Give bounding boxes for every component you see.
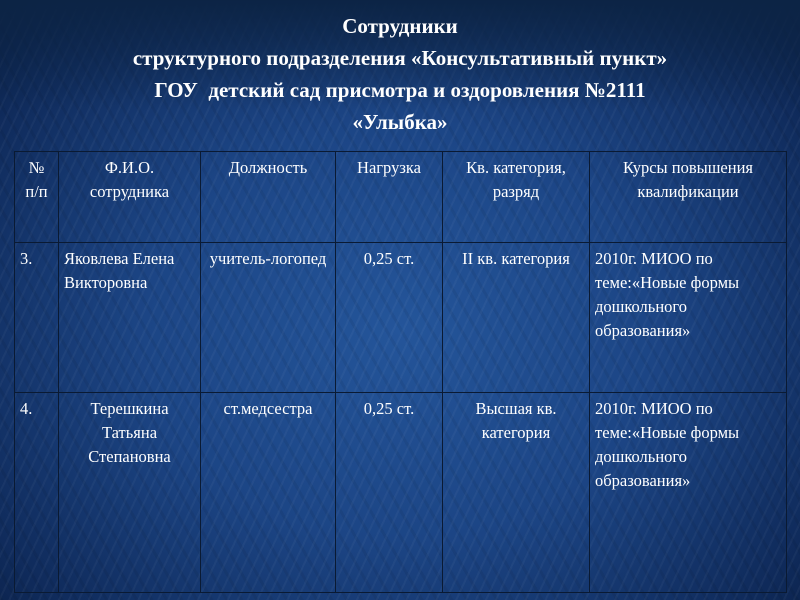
slide-title: Сотрудники структурного подразделения «К… — [0, 10, 800, 138]
cell-number: 3. — [14, 242, 59, 393]
cell-load: 0,25 ст. — [335, 392, 443, 593]
cell-name: Яковлева Елена Викторовна — [58, 242, 201, 393]
header-name: Ф.И.О. сотрудника — [58, 151, 201, 243]
cell-courses: 2010г. МИОО по теме:«Новые формы дошколь… — [589, 242, 787, 393]
cell-name: Терешкина Татьяна Степановна — [58, 392, 201, 593]
cell-category: Высшая кв. категория — [442, 392, 590, 593]
title-line-2: структурного подразделения «Консультатив… — [132, 46, 668, 70]
table-header-row: № п/п Ф.И.О. сотрудника Должность Нагруз… — [14, 151, 787, 243]
table-row: 4. Терешкина Татьяна Степановна ст.медсе… — [14, 392, 787, 593]
cell-courses: 2010г. МИОО по теме:«Новые формы дошколь… — [589, 392, 787, 593]
header-number: № п/п — [14, 151, 59, 243]
cell-category: II кв. категория — [442, 242, 590, 393]
header-load: Нагрузка — [335, 151, 443, 243]
title-line-3: ГОУ детский сад присмотра и оздоровления… — [154, 78, 646, 102]
title-line-1: Сотрудники — [342, 14, 458, 38]
staff-table: № п/п Ф.И.О. сотрудника Должность Нагруз… — [14, 151, 787, 593]
header-position: Должность — [200, 151, 336, 243]
header-courses: Курсы повышения квалификации — [589, 151, 787, 243]
background-shade — [0, 0, 800, 110]
cell-number: 4. — [14, 392, 59, 593]
title-line-4: «Улыбка» — [352, 110, 448, 134]
header-category: Кв. категория, разряд — [442, 151, 590, 243]
table-row: 3. Яковлева Елена Викторовна учитель-лог… — [14, 242, 787, 393]
cell-load: 0,25 ст. — [335, 242, 443, 393]
cell-position: учитель-логопед — [200, 242, 336, 393]
cell-position: ст.медсестра — [200, 392, 336, 593]
